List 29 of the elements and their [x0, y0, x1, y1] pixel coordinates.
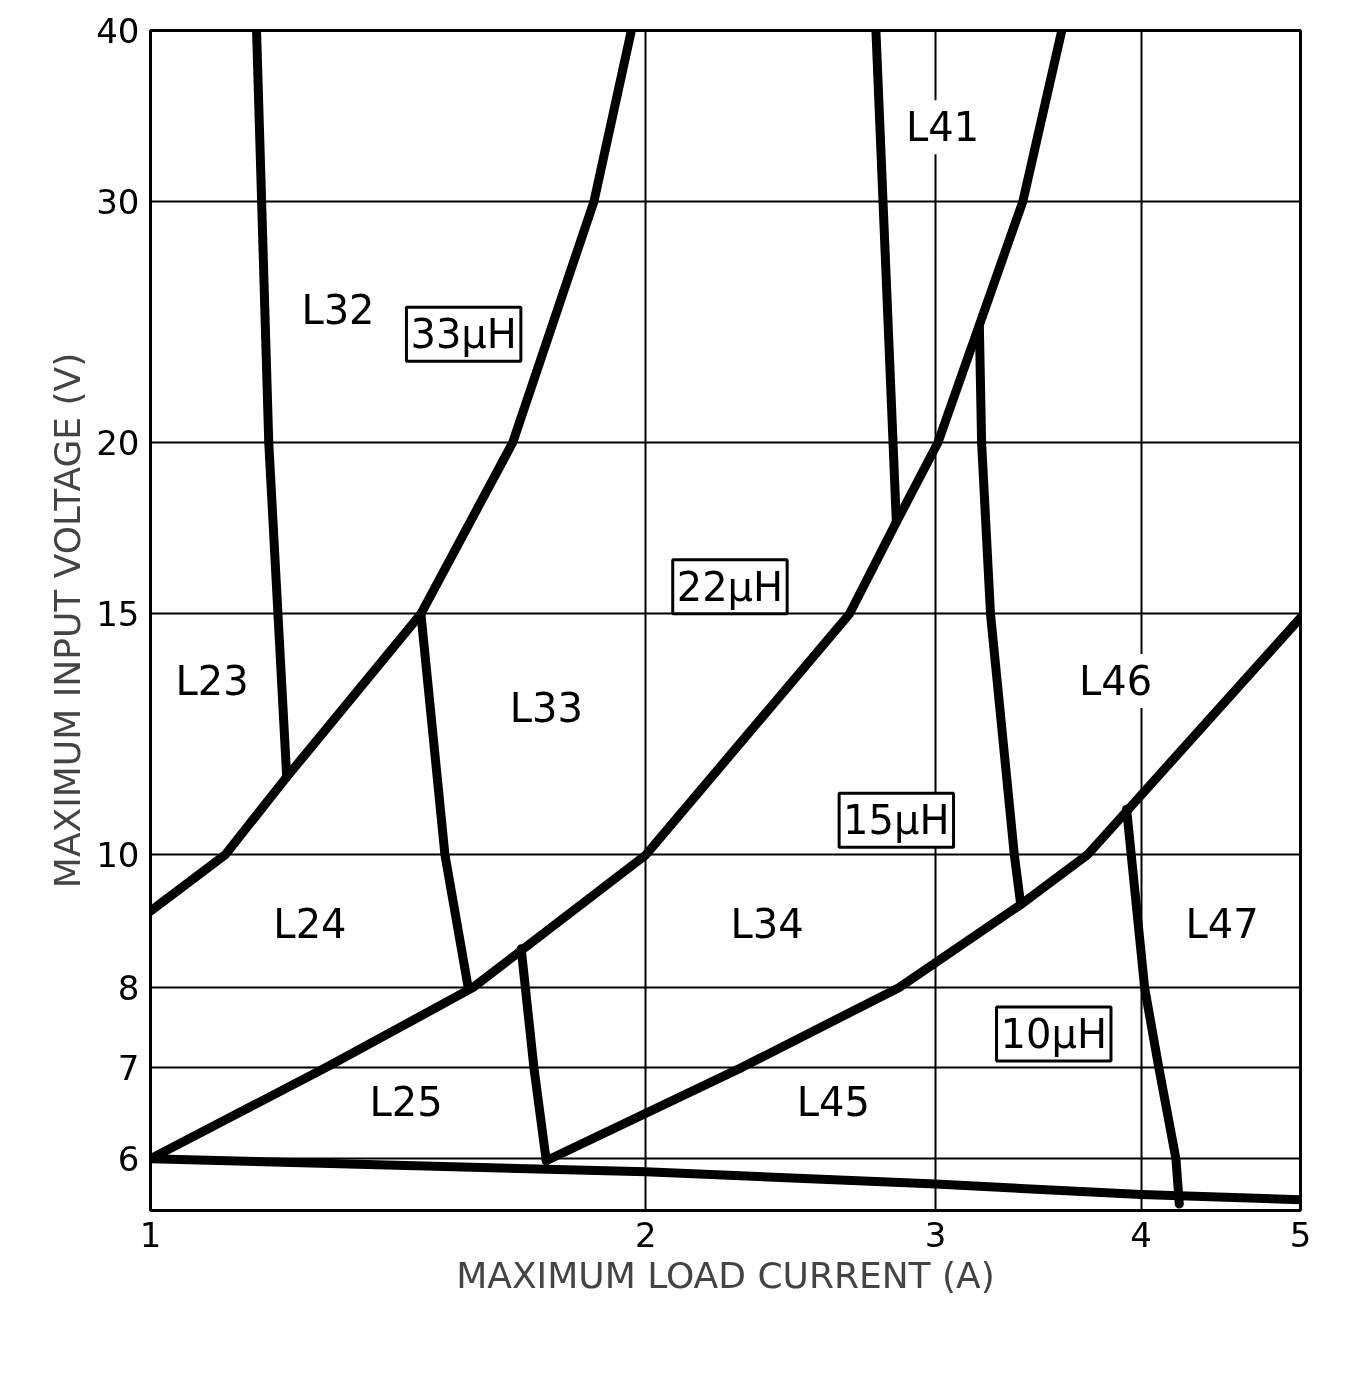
y-tick-label: 10	[96, 835, 140, 876]
annotation: L23	[175, 657, 249, 704]
y-axis-title: MAXIMUM INPUT VOLTAGE (V)	[47, 352, 89, 889]
annotation: L32	[301, 287, 375, 334]
x-axis-title: MAXIMUM LOAD CURRENT (A)	[456, 1254, 995, 1296]
x-tick-label: 2	[634, 1214, 657, 1255]
y-tick-label: 8	[117, 968, 140, 1009]
annotation: 15µH	[843, 797, 950, 844]
annotation: L47	[1185, 901, 1259, 948]
y-tick-label: 7	[117, 1047, 140, 1088]
y-tick-label: 20	[96, 423, 140, 464]
annotation: L34	[730, 901, 804, 948]
annotation: 22µH	[676, 563, 784, 610]
annotation: L46	[1079, 657, 1153, 704]
y-tick-label: 40	[96, 11, 140, 51]
annotation: 33µH	[410, 311, 517, 358]
annotation: L33	[509, 685, 583, 732]
annotation: L45	[796, 1079, 870, 1126]
annotation: 10µH	[1000, 1011, 1107, 1058]
x-tick-label: 5	[1289, 1214, 1312, 1255]
x-tick-label: 3	[924, 1214, 947, 1255]
annotation: L41	[906, 104, 980, 151]
y-tick-label: 15	[96, 594, 140, 635]
y-tick-label: 6	[117, 1139, 140, 1180]
x-tick-label: 1	[139, 1214, 162, 1255]
x-tick-label: 4	[1130, 1214, 1152, 1255]
annotation: L25	[369, 1079, 443, 1126]
y-tick-label: 30	[96, 182, 140, 223]
annotation: L24	[273, 901, 347, 948]
